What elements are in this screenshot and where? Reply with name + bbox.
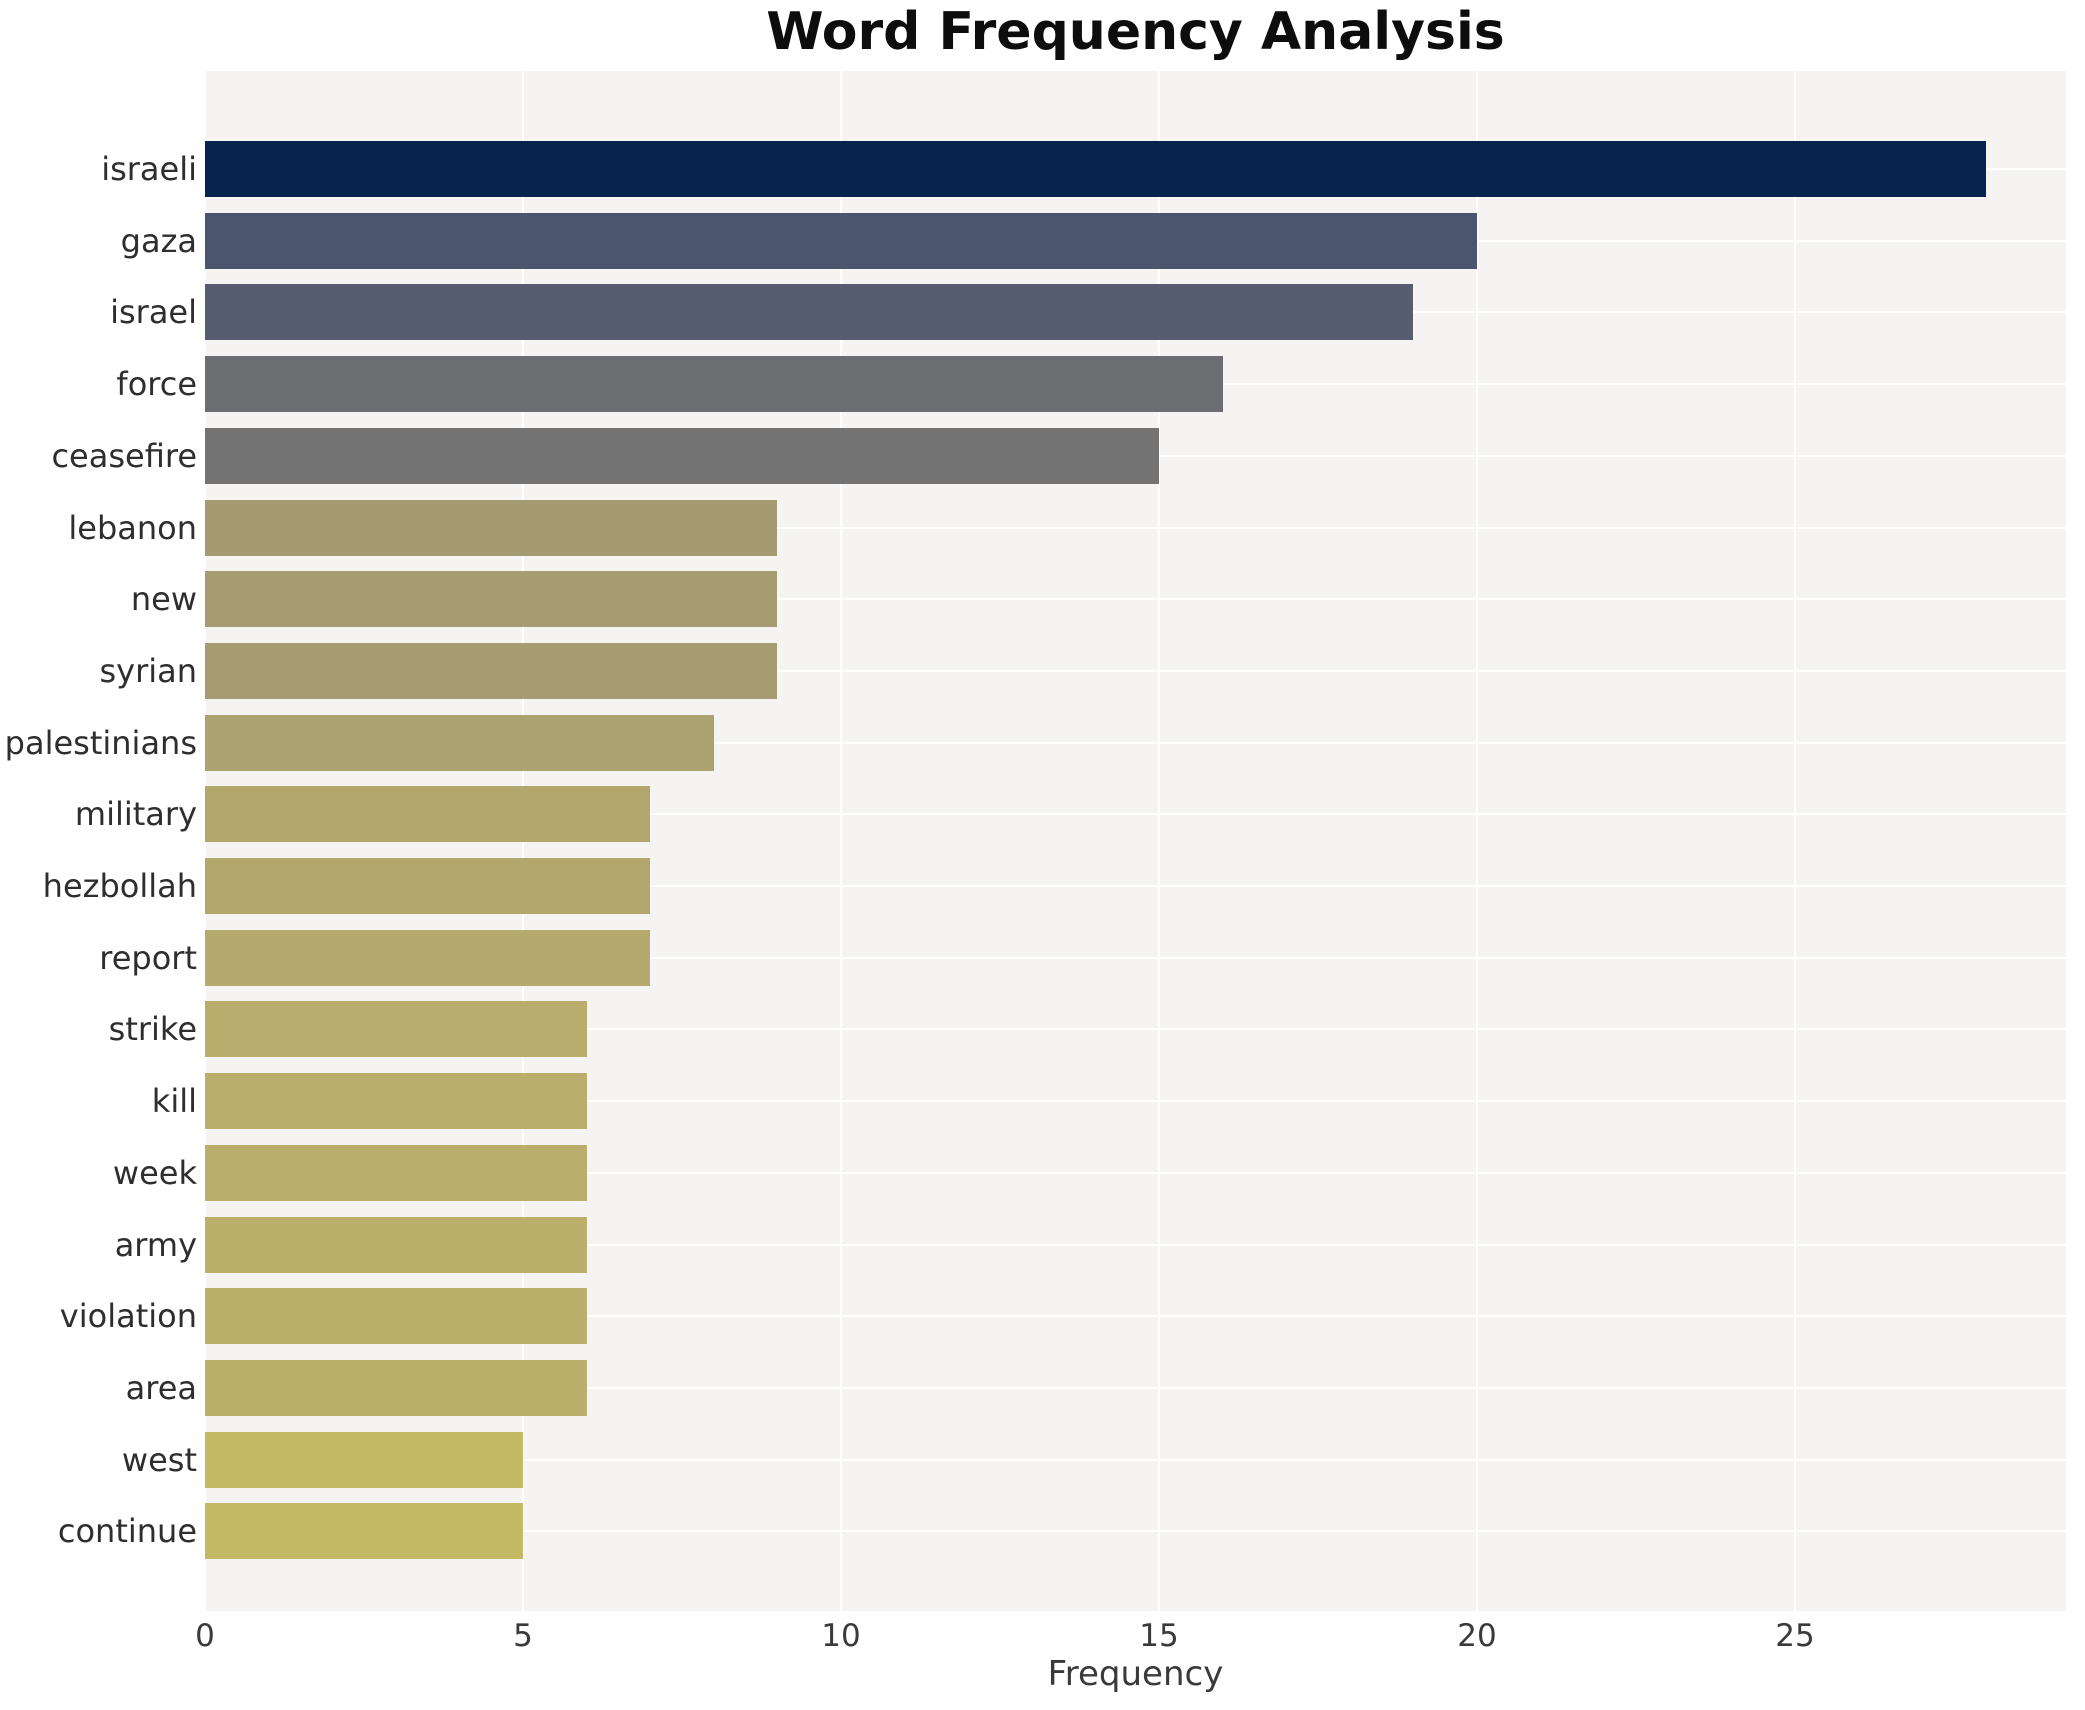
x-gridline bbox=[1794, 71, 1796, 1611]
y-label-ceasefire: ceasefire bbox=[51, 437, 197, 475]
y-label-hezbollah: hezbollah bbox=[42, 867, 197, 905]
y-gridline bbox=[205, 1459, 2066, 1461]
y-gridline bbox=[205, 1100, 2066, 1102]
bar-israel bbox=[205, 284, 1413, 340]
y-gridline bbox=[205, 957, 2066, 959]
y-label-new: new bbox=[130, 580, 197, 618]
bar-syrian bbox=[205, 643, 777, 699]
plot-area bbox=[204, 71, 2066, 1611]
y-label-israeli: israeli bbox=[101, 150, 197, 188]
bar-force bbox=[205, 356, 1223, 412]
bar-military bbox=[205, 786, 650, 842]
y-gridline bbox=[205, 742, 2066, 744]
y-label-palestinians: palestinians bbox=[4, 724, 197, 762]
x-tick-0: 0 bbox=[195, 1618, 215, 1654]
y-label-west: west bbox=[121, 1441, 197, 1479]
y-gridline bbox=[205, 598, 2066, 600]
y-gridline bbox=[205, 1172, 2066, 1174]
bar-new bbox=[205, 571, 777, 627]
bar-israeli bbox=[205, 141, 1986, 197]
y-gridline bbox=[205, 527, 2066, 529]
x-gridline bbox=[840, 71, 842, 1611]
x-tick-15: 15 bbox=[1139, 1618, 1179, 1654]
bar-palestinians bbox=[205, 715, 714, 771]
y-label-week: week bbox=[112, 1154, 197, 1192]
y-label-lebanon: lebanon bbox=[68, 509, 197, 547]
y-gridline bbox=[205, 1315, 2066, 1317]
y-axis: israeli gaza israel force ceasefire lebanon ne… bbox=[0, 71, 197, 1611]
bar-violation bbox=[205, 1288, 587, 1344]
y-gridline bbox=[205, 1530, 2066, 1532]
y-label-report: report bbox=[99, 939, 197, 977]
x-tick-10: 10 bbox=[821, 1618, 861, 1654]
y-gridline bbox=[205, 885, 2066, 887]
bar-gaza bbox=[205, 213, 1477, 269]
bar-hezbollah bbox=[205, 858, 650, 914]
y-gridline bbox=[205, 1028, 2066, 1030]
y-label-military: military bbox=[74, 795, 197, 833]
x-tick-25: 25 bbox=[1775, 1618, 1815, 1654]
bar-strike bbox=[205, 1001, 587, 1057]
chart-title: Word Frequency Analysis bbox=[766, 2, 1505, 62]
y-label-force: force bbox=[116, 365, 197, 403]
y-gridline bbox=[205, 670, 2066, 672]
y-label-continue: continue bbox=[57, 1512, 197, 1550]
x-tick-5: 5 bbox=[513, 1618, 533, 1654]
bar-continue bbox=[205, 1503, 523, 1559]
y-label-strike: strike bbox=[108, 1010, 197, 1048]
y-gridline bbox=[205, 1387, 2066, 1389]
bar-area bbox=[205, 1360, 587, 1416]
x-gridline bbox=[1476, 71, 1478, 1611]
bar-report bbox=[205, 930, 650, 986]
y-label-syrian: syrian bbox=[99, 652, 197, 690]
x-axis-title: Frequency bbox=[1047, 1654, 1224, 1694]
bar-west bbox=[205, 1432, 523, 1488]
bar-ceasefire bbox=[205, 428, 1159, 484]
y-gridline bbox=[205, 813, 2066, 815]
bar-army bbox=[205, 1217, 587, 1273]
bar-lebanon bbox=[205, 500, 777, 556]
bar-week bbox=[205, 1145, 587, 1201]
y-label-army: army bbox=[114, 1226, 197, 1264]
y-label-israel: israel bbox=[110, 293, 197, 331]
y-label-area: area bbox=[125, 1369, 197, 1407]
x-tick-20: 20 bbox=[1457, 1618, 1497, 1654]
x-axis: 0 5 10 15 20 25 bbox=[0, 1618, 2085, 1662]
x-gridline bbox=[1158, 71, 1160, 1611]
y-label-gaza: gaza bbox=[120, 222, 197, 260]
y-label-violation: violation bbox=[59, 1297, 197, 1335]
y-gridline bbox=[205, 1244, 2066, 1246]
bar-kill bbox=[205, 1073, 587, 1129]
y-label-kill: kill bbox=[151, 1082, 197, 1120]
